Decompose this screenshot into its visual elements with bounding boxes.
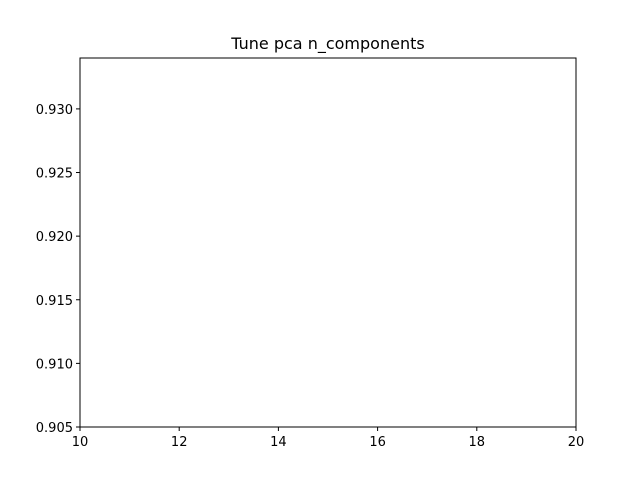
y-axis: 0.905 0.910 0.915 0.920 0.925 0.930	[36, 103, 80, 436]
y-tick-label: 0.930	[36, 103, 73, 118]
y-tick-label: 0.925	[36, 167, 73, 182]
x-tick-label: 16	[369, 435, 386, 450]
y-tick-label: 0.905	[36, 421, 73, 436]
x-tick-label: 14	[270, 435, 287, 450]
x-axis: 10 12 14 16 18 20	[72, 427, 585, 450]
x-tick-label: 10	[72, 435, 89, 450]
y-tick-label: 0.915	[36, 294, 73, 309]
x-tick-label: 12	[171, 435, 188, 450]
chart-title: Tune pca n_components	[230, 34, 424, 54]
y-tick-label: 0.920	[36, 230, 73, 245]
x-tick-label: 18	[469, 435, 486, 450]
y-tick-label: 0.910	[36, 357, 73, 372]
x-tick-label: 20	[568, 435, 585, 450]
plot-area-frame	[79, 57, 577, 428]
